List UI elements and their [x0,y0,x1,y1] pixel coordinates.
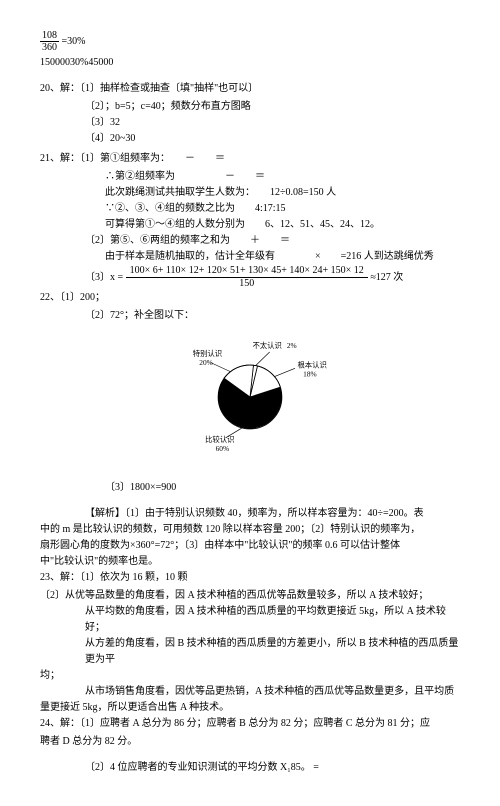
label-tebie-pct: 20% [199,358,213,367]
q21-l4: ∵②、③、④组的频数之比为 4:17:15 [40,201,460,217]
q21-head: 21、解：〔1〕第①组频率为： － ＝ [40,151,460,167]
frac-eq: =30% [62,36,86,47]
q23-l4: 从方差的角度看，因 B 技术种植的西瓜质量的方差更小，所以 B 技术种植的西瓜质… [40,636,460,668]
q22-l3: 〔3〕1800×=900 [40,480,460,496]
label-bijiao-pct: 60% [216,444,229,453]
q23-l7: 量更接近 5kg，所以更适合出售 A 种技术。 [40,700,460,716]
q22-l2: 〔2〕72°；补全图以下： [40,308,460,324]
q20-l4: 〔4〕20~30 [40,131,460,147]
q24-l2: 聘者 D 总分为 82 分。 [40,734,460,750]
q21-frac-num: 100× 6+ 110× 12+ 120× 51+ 130× 45+ 140× … [126,265,368,278]
leader-butai [256,352,270,366]
q21-l3: 此次跳绳测试共抽取学生人数为： 12÷0.08=150 人 [40,185,460,201]
q21-l5: 可算得第①～④组的人数分别为 6、12、51、45、24、12。 [40,217,460,233]
label-tebie: 特别认识 [193,349,222,358]
q23-l6: 从市场销售角度看，因优等品更热销，A 技术种植的西瓜优等品数量更多，且平均质 [40,684,460,700]
line2: 15000030%45000 [40,55,460,71]
q21-l8-head: 〔3〕x = [85,272,126,283]
q21-long-frac: 100× 6+ 110× 12+ 120× 51+ 130× 45+ 140× … [126,265,368,290]
q23-l5: 均； [40,668,460,684]
q21-l7: 由于样本是随机抽取的，估计全年级有 × =216 人到达跳绳优秀 [40,249,460,265]
top-fraction: 108 360 =30% [40,30,460,53]
q22-head: 22、〔1〕200； [40,290,460,306]
fraction-108-360: 108 360 [40,30,59,53]
label-butai-pct: 2% [287,341,297,350]
pie-chart-wrap: 特别认识 20% 不太认识 2% 根本认识 18% 比较认识 60% [40,332,460,472]
analysis-head: 【解析】〔1〕由于特别认识频数 40，频率为，所以样本容量为：40÷=200。表 [40,506,460,522]
q21-l6: 〔2〕第⑤、⑥两组的频率之和为 ＋ ＝ [40,233,460,249]
label-bijiao: 比较认识 [205,435,234,444]
q24-l3: 〔2〕4 位应聘者的专业知识测试的平均分数 X₁85。 = [40,760,460,776]
q21-l8-tail: ≈127 次 [370,272,403,283]
q23-head: 23、解：〔1〕依次为 16 颗，10 颗 [40,570,460,586]
label-genben-pct: 18% [303,370,317,379]
label-genben: 根本认识 [297,361,326,370]
label-butai: 不太认识 [252,341,281,350]
analysis-l2: 中的 m 是比较认识的频数，可用频数 120 除以样本容量 200；〔2〕特别认… [40,522,460,538]
analysis-l3: 扇形圆心角的度数为×360°=72°；〔3〕由样本中"比较认识"的频率 0.6 … [40,538,460,554]
frac-num: 108 [40,30,59,42]
leader-tebie [211,363,231,372]
q20-head: 20、解：〔1〕抽样检查或抽查〔填"抽样"也可以〕 [40,81,460,97]
leader-genben [275,368,295,376]
q20-l3: 〔3〕32 [40,115,460,131]
q20-l2: 〔2〕；b=5；c=40；频数分布直方图略 [40,99,460,115]
q21-l2: ∴第②组频率为 － ＝ [40,169,460,185]
q21-frac-den: 150 [126,278,368,290]
q21-l8: 〔3〕x = 100× 6+ 110× 12+ 120× 51+ 130× 45… [40,265,460,290]
q23-l3: 从平均数的角度看，因 A 技术种植的西瓜质量的平均数更接近 5kg，所以 A 技… [40,604,460,636]
q23-l2: 〔2〕从优等品数量的角度看，因 A 技术种植的西瓜优等品数量较多，所以 A 技术… [40,588,460,604]
frac-den: 360 [40,42,59,53]
analysis-l4: 中"比较认识"的频率也是。 [40,554,460,570]
pie-chart: 特别认识 20% 不太认识 2% 根本认识 18% 比较认识 60% [160,332,340,462]
q24-head: 24、解：〔1〕应聘者 A 总分为 86 分；应聘者 B 总分为 82 分；应聘… [40,716,460,732]
